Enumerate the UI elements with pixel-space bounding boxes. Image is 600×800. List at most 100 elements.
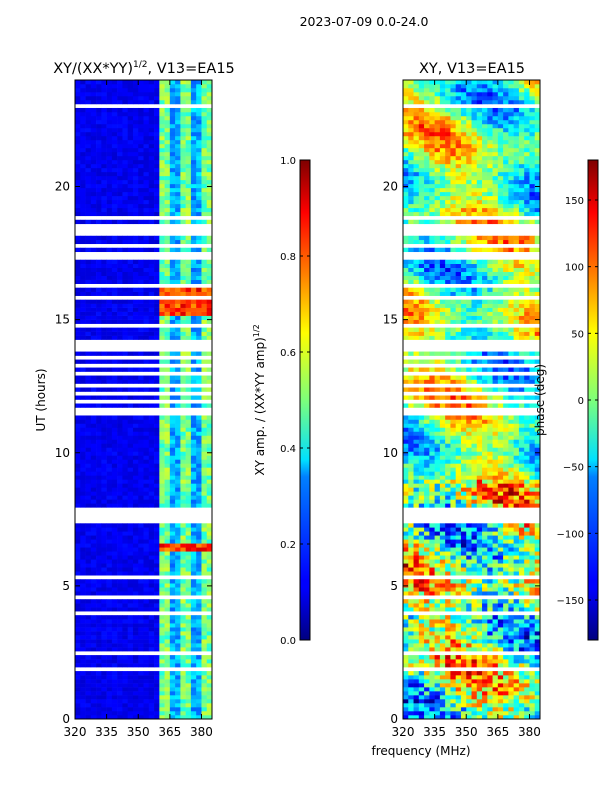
heatmap-cell (96, 175, 102, 181)
heatmap-cell (185, 80, 192, 85)
heatmap-cell (101, 127, 107, 133)
heatmap-cell (180, 683, 186, 688)
heatmap-cell (460, 703, 467, 708)
heatmap-cell (190, 439, 197, 444)
heatmap-cell (154, 551, 160, 556)
heatmap-cell (90, 655, 97, 660)
heatmap-cell (201, 247, 208, 253)
heatmap-cell (164, 87, 171, 93)
heatmap-cell (127, 487, 134, 492)
heatmap-cell (96, 151, 102, 157)
heatmap-cell (85, 151, 92, 157)
heatmap-cell (101, 395, 107, 400)
heatmap-cell (466, 635, 472, 640)
heatmap-cell (96, 423, 102, 428)
heatmap-cell (127, 451, 134, 456)
heatmap-cell (185, 647, 192, 652)
x-tick-label: 320 (64, 725, 87, 739)
heatmap-cell (96, 559, 102, 564)
heatmap-cell (138, 87, 144, 93)
heatmap-cell (148, 463, 155, 468)
heatmap-cell (117, 659, 123, 664)
heatmap-cell (143, 715, 150, 720)
heatmap-cell (196, 159, 202, 165)
heatmap-cell (175, 631, 181, 636)
heatmap-cell (122, 455, 128, 460)
heatmap-cell (101, 179, 107, 185)
heatmap-cell (90, 435, 97, 440)
heatmap-cell (106, 567, 113, 572)
heatmap-cell (85, 455, 92, 460)
heatmap-cell (429, 451, 435, 456)
heatmap-cell (482, 627, 488, 632)
heatmap-cell (159, 619, 165, 624)
heatmap-cell (518, 703, 525, 708)
heatmap-cell (90, 135, 97, 141)
heatmap-cell (413, 623, 420, 628)
heatmap-cell (122, 547, 128, 552)
heatmap-cell (424, 639, 430, 644)
heatmap-cell (159, 179, 165, 185)
heatmap-cell (196, 403, 202, 408)
heatmap-cell (90, 299, 97, 304)
heatmap-cell (492, 435, 499, 440)
heatmap-cell (175, 311, 181, 316)
heatmap-cell (143, 599, 150, 604)
heatmap-cell (408, 491, 414, 496)
heatmap-cell (111, 219, 118, 225)
heatmap-cell (85, 603, 92, 608)
heatmap-cell (482, 679, 488, 684)
heatmap-cell (101, 463, 107, 468)
heatmap-cell (96, 679, 102, 684)
heatmap-cell (164, 375, 171, 380)
heatmap-cell (445, 495, 451, 500)
heatmap-cell (143, 551, 150, 556)
heatmap-cell (487, 531, 493, 536)
heatmap-cell (201, 571, 208, 576)
heatmap-cell (487, 571, 493, 576)
heatmap-cell (143, 159, 150, 165)
heatmap-cell (132, 443, 139, 448)
heatmap-cell (96, 195, 102, 201)
heatmap-cell (85, 627, 92, 632)
heatmap-cell (106, 655, 113, 660)
heatmap-cell (180, 83, 186, 89)
heatmap-cell (418, 679, 425, 684)
heatmap-cell (450, 539, 456, 544)
heatmap-cell (450, 619, 456, 624)
heatmap-cell (408, 463, 414, 468)
heatmap-cell (503, 607, 509, 612)
heatmap-cell (408, 563, 414, 568)
heatmap-cell (492, 523, 499, 528)
heatmap-cell (90, 711, 97, 716)
heatmap-cell (159, 547, 165, 552)
heatmap-cell (180, 475, 186, 480)
heatmap-cell (503, 527, 509, 532)
heatmap-cell (418, 619, 425, 624)
heatmap-cell (513, 563, 520, 568)
heatmap-cell (85, 699, 92, 704)
heatmap-cell (154, 527, 160, 532)
heatmap-cell (466, 551, 472, 556)
heatmap-cell (75, 683, 81, 688)
heatmap-cell (175, 623, 181, 628)
heatmap-cell (138, 431, 144, 436)
heatmap-cell (175, 335, 181, 340)
heatmap-cell (524, 715, 530, 720)
heatmap-cell (164, 247, 171, 253)
heatmap-cell (127, 679, 134, 684)
heatmap-cell (201, 327, 208, 332)
heatmap-cell (196, 139, 202, 145)
heatmap-cell (185, 303, 192, 308)
heatmap-cell (508, 551, 514, 556)
heatmap-cell (471, 647, 478, 652)
heatmap-cell (80, 359, 86, 364)
heatmap-cell (148, 191, 155, 197)
heatmap-cell (164, 115, 171, 121)
heatmap-cell (482, 503, 488, 508)
heatmap-cell (497, 587, 504, 592)
heatmap-cell (169, 131, 176, 137)
heatmap-cell (201, 207, 208, 213)
heatmap-cell (413, 455, 420, 460)
heatmap-cell (524, 587, 530, 592)
